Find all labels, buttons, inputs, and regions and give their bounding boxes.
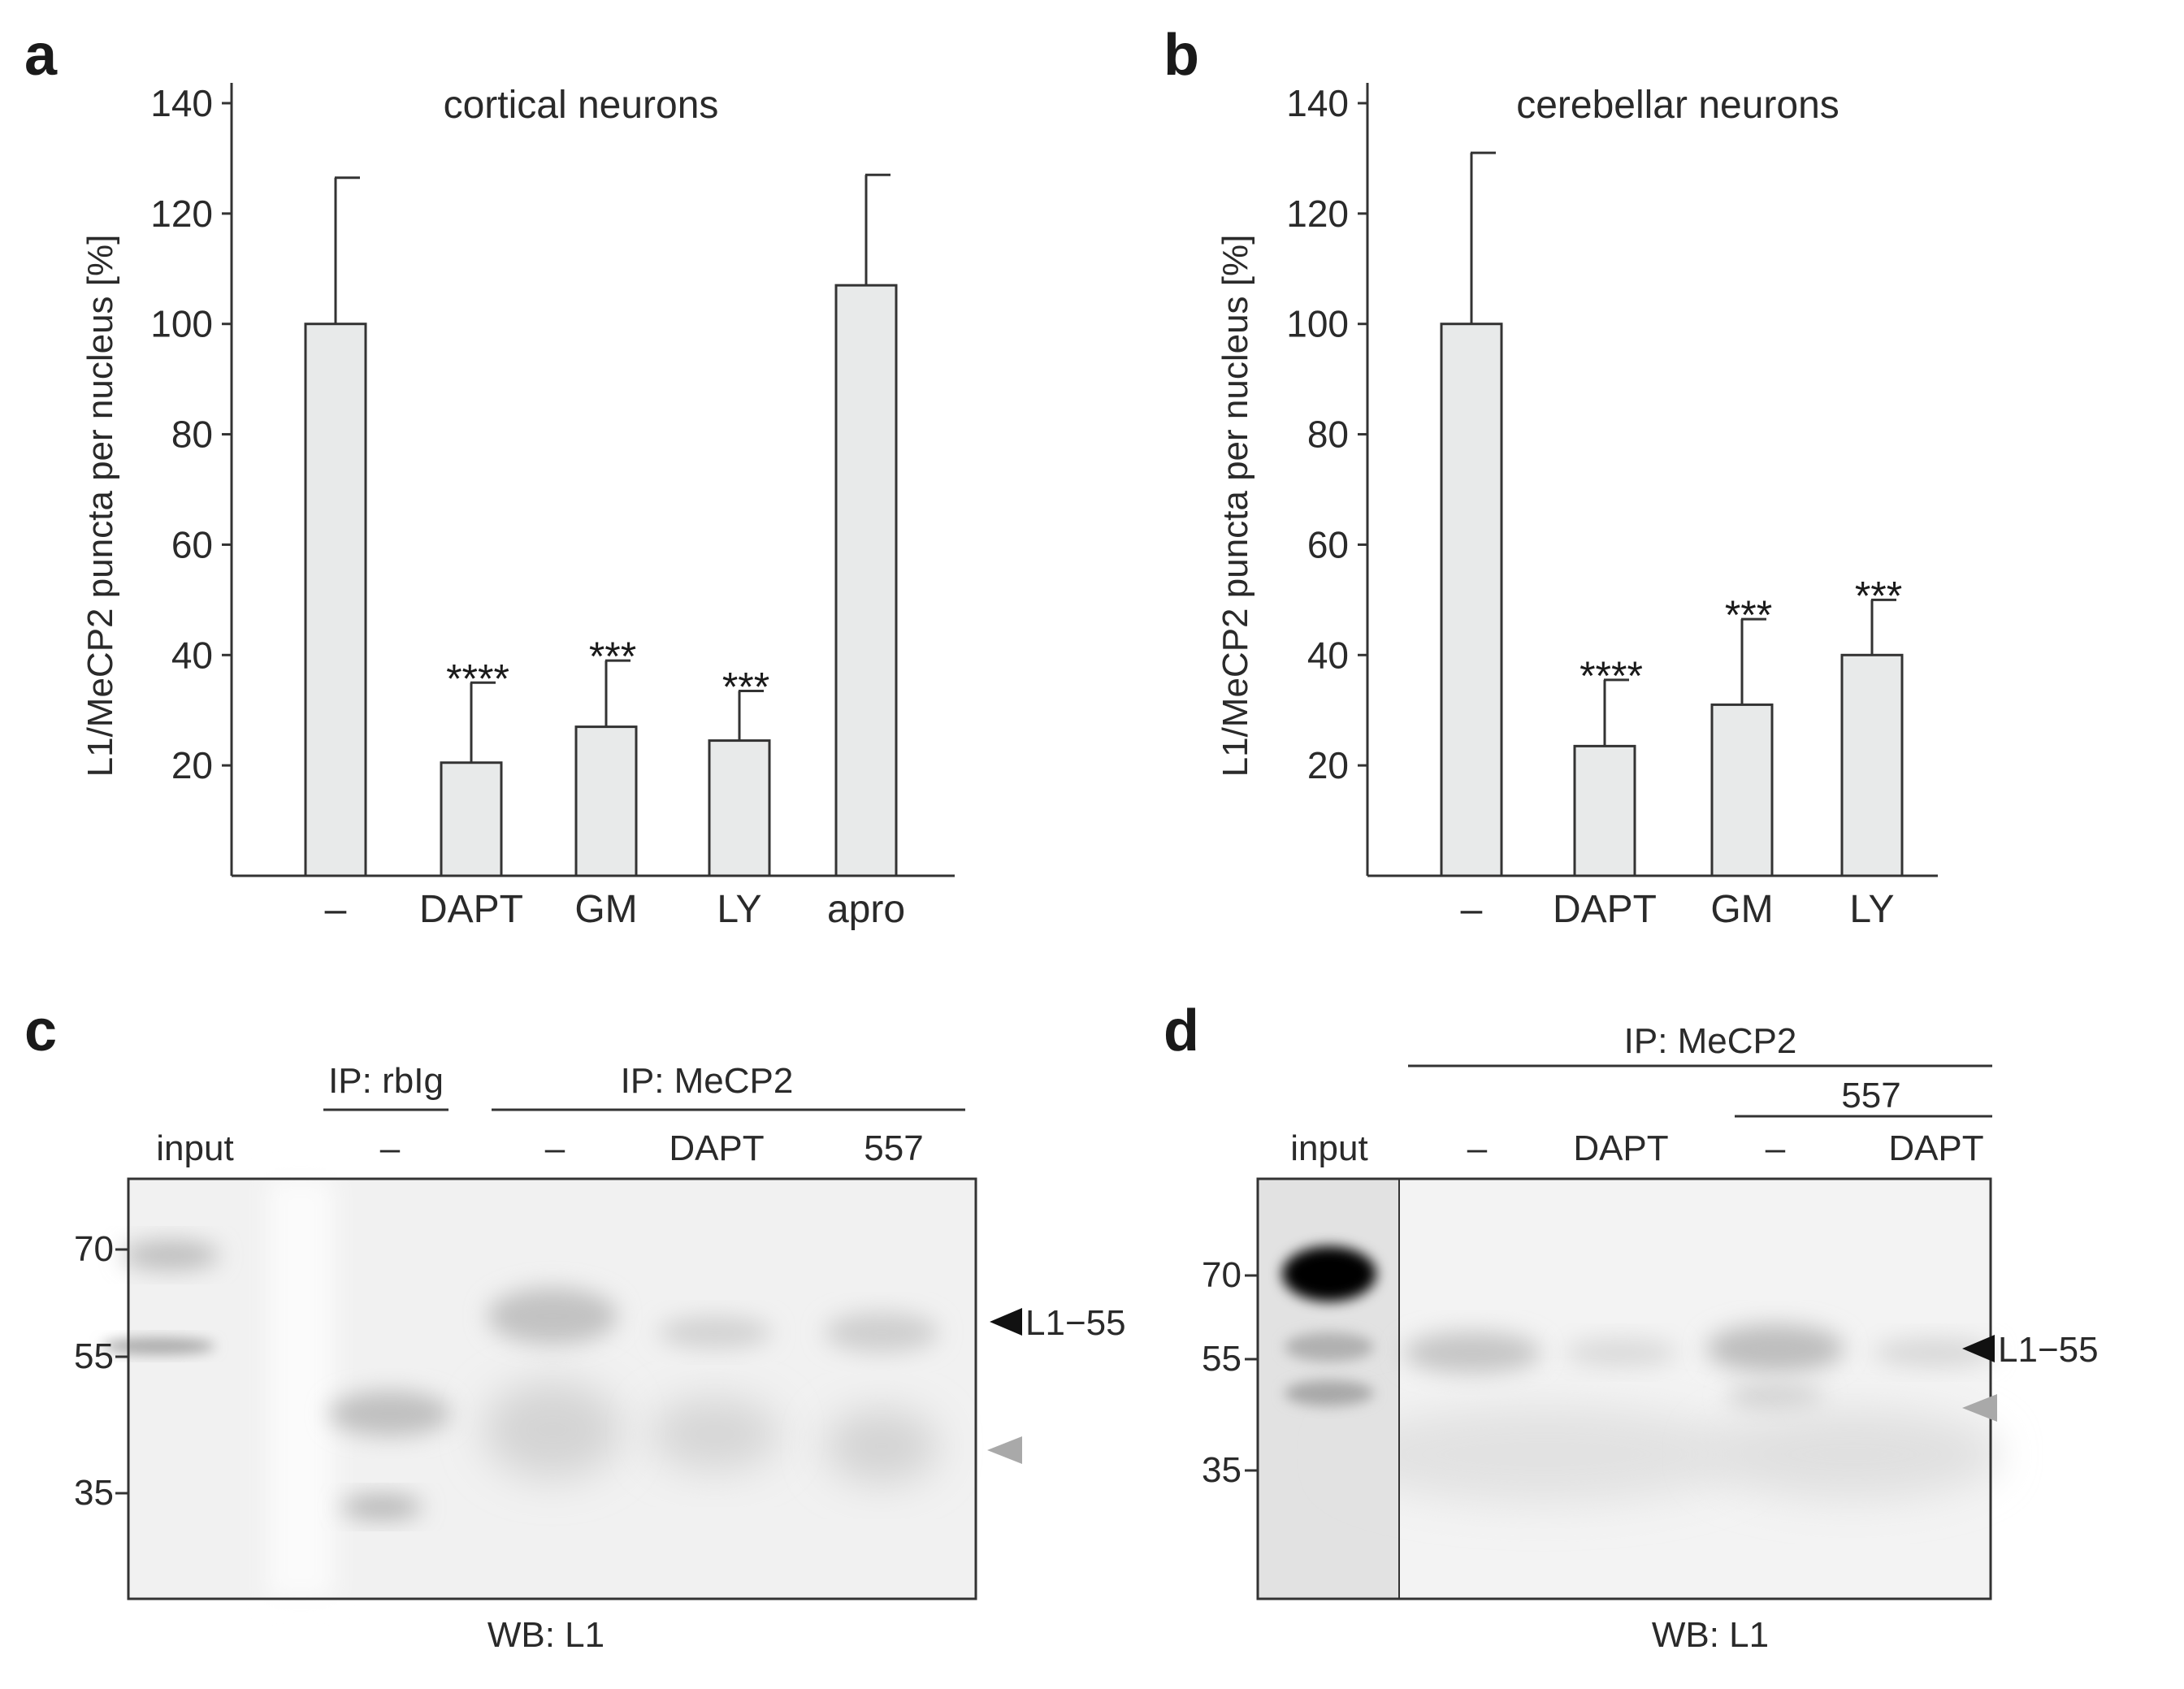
y-tick-label: 80 <box>1307 414 1349 456</box>
lane-label: – <box>380 1128 401 1168</box>
lane-label: – <box>1766 1128 1786 1168</box>
mw-marker: 35 <box>74 1473 114 1513</box>
group-label-mecp2-c: IP: MeCP2 <box>621 1061 794 1101</box>
mw-marker: 55 <box>74 1336 114 1376</box>
arrow-label-d: L1−55 <box>1998 1330 2099 1370</box>
black-arrow-icon <box>990 1308 1022 1336</box>
lane-label: input <box>1290 1128 1367 1168</box>
lane-label: – <box>545 1128 566 1168</box>
panel-letter-b: b <box>1164 23 1199 88</box>
y-tick-label: 20 <box>1307 744 1349 786</box>
y-tick-label: 100 <box>1286 303 1349 345</box>
chart-title: cortical neurons <box>444 84 719 127</box>
x-category-label: LY <box>1849 888 1894 931</box>
y-tick-label: 40 <box>1307 634 1349 676</box>
bar <box>708 739 771 877</box>
y-tick-label: 60 <box>171 523 213 565</box>
bar <box>304 323 367 877</box>
group-label-mecp2-d: IP: MeCP2 <box>1624 1021 1797 1061</box>
x-category-label: DAPT <box>419 888 523 931</box>
significance-label: *** <box>589 634 636 679</box>
bar <box>1840 653 1904 877</box>
group-label-557: 557 <box>1841 1076 1900 1115</box>
panel-letter-d: d <box>1164 998 1199 1063</box>
y-tick-label: 100 <box>150 303 213 345</box>
x-category-label: DAPT <box>1553 888 1657 931</box>
x-category-label: apro <box>827 888 905 931</box>
black-arrow-icon <box>1962 1335 1995 1362</box>
y-tick-label: 20 <box>171 744 213 786</box>
bar <box>574 725 638 877</box>
bar <box>440 761 503 877</box>
blot-panel-d: d IP: MeCP2 557 input – DAPT – DAPT 70 <box>1164 998 2099 1655</box>
significance-label: **** <box>446 656 509 701</box>
blot-footer-c: WB: L1 <box>488 1615 604 1655</box>
bar <box>1440 323 1503 877</box>
x-category-label: GM <box>574 888 637 931</box>
blot-panel-c: c IP: rbIg IP: MeCP2 input – – DAPT 557 … <box>24 998 1126 1655</box>
y-axis-label: L1/MeCP2 puncta per nucleus [%] <box>1216 235 1255 777</box>
chart-title: cerebellar neurons <box>1516 84 1840 127</box>
significance-label: **** <box>1580 653 1643 699</box>
mw-marker: 70 <box>74 1229 114 1269</box>
blot-image-d <box>1256 1177 1999 1600</box>
grey-arrow-icon <box>1962 1394 1997 1422</box>
lane-label: DAPT <box>669 1128 764 1168</box>
y-tick-label: 40 <box>171 634 213 676</box>
mw-marker: 35 <box>1202 1450 1242 1490</box>
bar <box>834 284 898 877</box>
x-category-label: – <box>325 888 347 931</box>
bar-chart-cerebellar: cerebellar neurons L1/MeCP2 puncta per nu… <box>1216 82 1938 931</box>
lane-label: input <box>156 1128 233 1168</box>
arrow-label-c: L1−55 <box>1025 1303 1126 1343</box>
bar <box>1573 744 1636 877</box>
significance-label: *** <box>1855 573 1902 618</box>
y-tick-label: 60 <box>1307 523 1349 565</box>
y-tick-label: 140 <box>150 82 213 124</box>
bar-chart-cortical: cortical neurons L1/MeCP2 puncta per nucl… <box>80 82 955 931</box>
lane-label: DAPT <box>1888 1128 1983 1168</box>
significance-label: *** <box>722 664 769 709</box>
significance-label: *** <box>1725 592 1772 638</box>
x-category-label: LY <box>717 888 761 931</box>
y-tick-label: 140 <box>1286 82 1349 124</box>
grey-arrow-icon <box>987 1436 1022 1464</box>
y-tick-label: 120 <box>1286 193 1349 235</box>
bar <box>1710 703 1774 877</box>
mw-marker: 70 <box>1202 1255 1242 1295</box>
y-tick-label: 120 <box>150 193 213 235</box>
y-tick-label: 80 <box>171 414 213 456</box>
lane-label: 557 <box>864 1128 923 1168</box>
lane-label: DAPT <box>1573 1128 1668 1168</box>
x-category-label: GM <box>1710 888 1773 931</box>
blot-footer-d: WB: L1 <box>1652 1615 1769 1655</box>
x-category-label: – <box>1461 888 1483 931</box>
mw-marker: 55 <box>1202 1339 1242 1379</box>
panel-letter-a: a <box>24 23 58 88</box>
y-axis-label: L1/MeCP2 puncta per nucleus [%] <box>80 235 120 777</box>
blot-image-c <box>102 1177 977 1600</box>
group-label-rblg: IP: rbIg <box>328 1061 444 1101</box>
lane-label: – <box>1467 1128 1488 1168</box>
panel-letter-c: c <box>24 998 57 1063</box>
